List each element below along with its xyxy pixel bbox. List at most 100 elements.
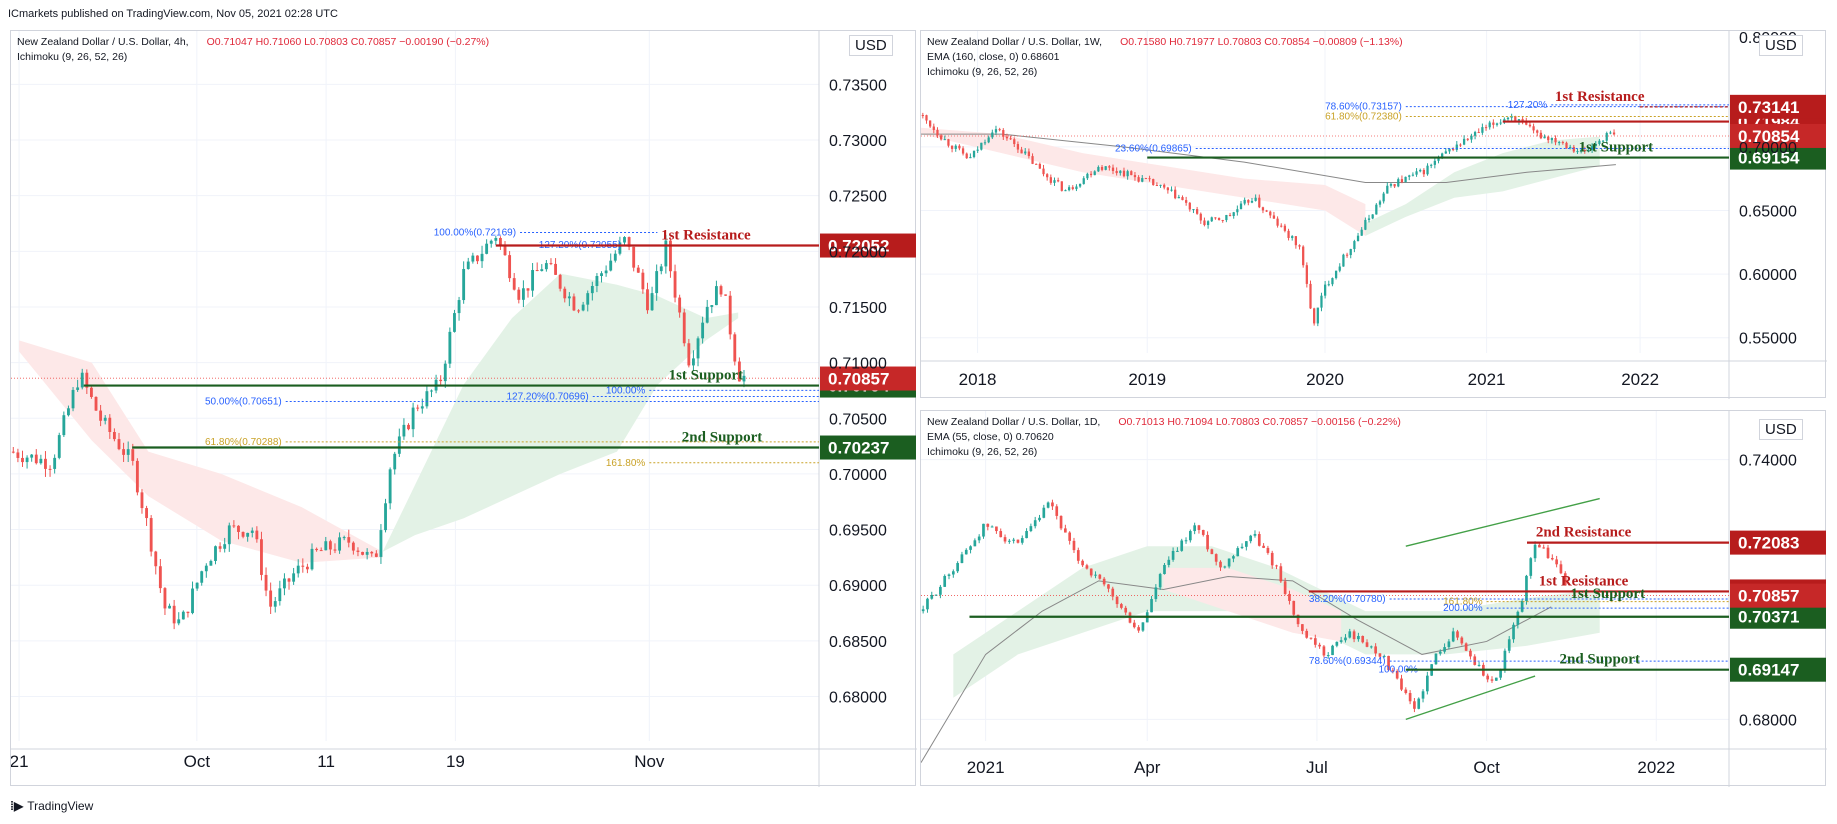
legend-1d: New Zealand Dollar / U.S. Dollar, 1D, O0.…: [927, 415, 1401, 460]
current-price-tag: 0.70857: [828, 370, 889, 389]
candle-body: [932, 126, 935, 130]
candle-body: [1365, 642, 1369, 647]
candle-body: [1119, 170, 1122, 174]
candle-body: [1538, 544, 1541, 548]
chart-canvas-1d[interactable]: 38.20%(0.70780) 161.80%200.00% 78.60%(0.69…: [921, 411, 1827, 787]
candle-body: [1002, 130, 1005, 137]
candle-body: [1441, 153, 1444, 159]
candle-body: [1605, 133, 1608, 141]
candle-body: [1601, 140, 1605, 142]
candle-body: [1258, 197, 1261, 208]
candle-body: [1051, 502, 1054, 507]
candle-body: [453, 313, 456, 332]
candle-body: [1108, 166, 1111, 168]
candle-body: [1130, 171, 1133, 176]
candle-body: [954, 145, 957, 149]
x-tick-label: 21: [11, 752, 29, 771]
chart-panel-1w[interactable]: 78.60%(0.73157) 61.80%(0.72380) 23.60%(0.6…: [920, 30, 1827, 399]
candle-body: [1167, 559, 1171, 565]
candle-body: [1525, 121, 1528, 125]
candle-body: [246, 532, 250, 537]
candle-body: [1378, 201, 1382, 205]
candle-body: [604, 270, 608, 274]
candle-body: [1089, 173, 1093, 176]
candle-body: [1016, 539, 1020, 543]
candle-body: [1529, 558, 1533, 576]
candle-body: [521, 288, 525, 300]
candle-body: [964, 549, 968, 555]
candle-body: [1313, 638, 1317, 645]
candle-body: [921, 115, 924, 116]
candle-body: [943, 139, 946, 141]
candle-body: [1451, 631, 1455, 642]
candle-body: [1262, 545, 1265, 548]
candle-body: [1361, 635, 1365, 643]
current-price-tag-bg: [1730, 123, 1826, 148]
tradingview-footer[interactable]: ⁞▶ TradingView: [10, 799, 93, 813]
candle-body: [328, 541, 332, 550]
candle-body: [696, 338, 700, 359]
candle-body: [1520, 600, 1524, 612]
candle-body: [324, 541, 328, 551]
x-tick-label: 2021: [1468, 370, 1506, 389]
candle-body: [1542, 547, 1546, 549]
candle-body: [951, 571, 955, 575]
candle-body: [471, 255, 475, 262]
candle-body: [1484, 127, 1488, 129]
chart-canvas-1w[interactable]: 78.60%(0.73157)61.80%(0.72380) 23.60%(0.6…: [921, 31, 1827, 399]
candle-body: [1254, 197, 1257, 201]
candle-body: [1228, 215, 1232, 217]
candle-body: [1253, 534, 1257, 536]
chart-panel-1d[interactable]: 38.20%(0.70780) 161.80% 200.00% 78.60%(0.69…: [920, 410, 1827, 787]
candle-body: [273, 601, 277, 607]
candle-body: [925, 115, 928, 121]
candle-body: [1064, 190, 1067, 192]
channel-line: [1405, 675, 1536, 721]
currency-label[interactable]: USD: [849, 35, 893, 56]
candle-body: [1137, 177, 1140, 182]
candle-body: [1086, 173, 1089, 179]
candle-body: [1076, 550, 1080, 561]
candle-body: [1389, 184, 1393, 186]
candle-body: [269, 590, 273, 607]
candle-body: [310, 548, 314, 570]
level-price-tag: 0.70237: [828, 439, 889, 458]
candle-body: [1154, 587, 1158, 600]
fib-level-label: 50.00%(0.70651): [205, 396, 282, 407]
candle-body: [131, 449, 135, 461]
candle-body: [1294, 236, 1298, 246]
legend-ohlc: O0.71047 H0.71060 L0.70803 C0.70857 −0.0…: [206, 36, 490, 48]
candle-body: [991, 132, 994, 138]
candle-body: [1400, 678, 1403, 690]
candle-body: [1348, 631, 1352, 638]
chart-canvas-4h[interactable]: 100.00%(0.72169)127.20%(0.72055)50.00%(0…: [11, 31, 917, 787]
candle-body: [384, 503, 387, 531]
candle-body: [1433, 160, 1436, 165]
candle-body: [1331, 278, 1334, 285]
candle-body: [1217, 218, 1221, 220]
candle-body: [1020, 538, 1024, 543]
chart-panel-4h[interactable]: 100.00%(0.72169) 127.20%(0.72055) 50.00%(0…: [10, 30, 917, 787]
level-price-tag-bg: [820, 435, 916, 460]
candle-body: [508, 255, 512, 279]
ema-line: [921, 133, 1616, 183]
candle-body: [1287, 230, 1290, 238]
currency-label[interactable]: USD: [1759, 419, 1803, 440]
candle-body: [1451, 148, 1455, 150]
candle-body: [701, 322, 705, 339]
candle-body: [1280, 225, 1283, 227]
candle-body: [264, 574, 268, 591]
candle-body: [956, 563, 959, 572]
currency-label[interactable]: USD: [1759, 35, 1803, 56]
y-tick-label: 0.69000: [829, 578, 887, 595]
candle-body: [742, 375, 746, 382]
candle-body: [1013, 139, 1016, 145]
candle-body: [682, 312, 686, 344]
candle-body: [1583, 150, 1586, 152]
candle-body: [650, 293, 654, 311]
candle-body: [1305, 630, 1309, 638]
candle-body: [388, 469, 392, 504]
level-price-tag: 0.69147: [1738, 661, 1799, 680]
candle-body: [1547, 136, 1550, 141]
candle-body: [1055, 506, 1059, 516]
